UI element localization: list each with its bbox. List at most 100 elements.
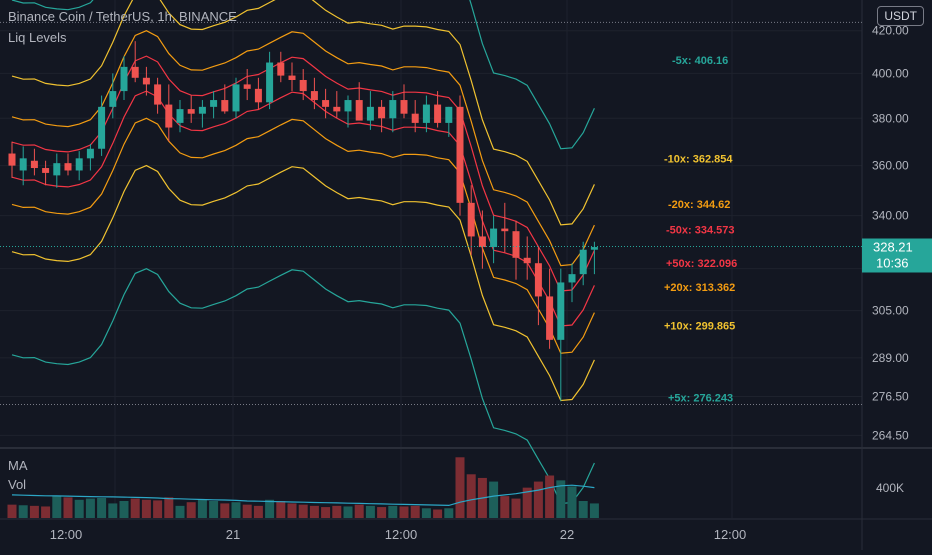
price-tick-label: 380.00 — [872, 111, 909, 125]
volume-bar — [197, 499, 207, 518]
volume-bar — [589, 503, 599, 518]
candle-body[interactable] — [366, 106, 374, 121]
candle-body[interactable] — [557, 282, 565, 340]
candle-body[interactable] — [154, 84, 162, 105]
last-price-value: 328.21 — [873, 239, 913, 254]
candle-body[interactable] — [198, 106, 206, 114]
price-tick-label: 420.00 — [872, 24, 909, 38]
price-tick-label: 400.00 — [872, 66, 909, 80]
candle-body[interactable] — [8, 153, 16, 166]
volume-bar — [18, 505, 28, 518]
candle-body[interactable] — [109, 91, 117, 107]
price-tick-label: 340.00 — [872, 209, 909, 223]
candle-body[interactable] — [288, 75, 296, 80]
liq-level-label: -50x: 334.573 — [666, 225, 735, 237]
candle-body[interactable] — [232, 84, 240, 112]
candle-body[interactable] — [344, 100, 352, 112]
candle-body[interactable] — [98, 106, 106, 149]
volume-bar — [164, 497, 174, 518]
candle-body[interactable] — [579, 249, 587, 275]
candle-body[interactable] — [42, 168, 50, 173]
candle-body[interactable] — [120, 66, 128, 92]
candle-body[interactable] — [434, 104, 442, 123]
candle-body[interactable] — [355, 100, 363, 121]
volume-bar — [309, 505, 319, 518]
candle-body[interactable] — [266, 62, 274, 103]
price-tick-label: 276.50 — [872, 390, 909, 404]
volume-bar — [265, 499, 275, 518]
candle-body[interactable] — [19, 158, 27, 171]
volume-bar — [130, 498, 140, 518]
volume-bar — [489, 481, 499, 518]
liq-50x-upper — [11, 55, 595, 292]
volume-bar — [209, 501, 219, 518]
candle-body[interactable] — [75, 158, 83, 171]
volume-bar — [455, 457, 465, 518]
time-tick-label: 21 — [226, 527, 240, 542]
liq-20x-lower — [11, 117, 595, 354]
candle-body[interactable] — [165, 104, 173, 128]
candle-body[interactable] — [30, 160, 38, 169]
candle-body[interactable] — [523, 257, 531, 264]
symbol-title: Binance Coin / TetherUS, 1h, BINANCE — [8, 9, 237, 24]
price-tick-label: 264.50 — [872, 428, 909, 442]
price-tick-label: 289.00 — [872, 351, 909, 365]
candle-body[interactable] — [299, 79, 307, 92]
vol-label[interactable]: Vol — [8, 477, 27, 492]
ma-label[interactable]: MA — [8, 458, 28, 473]
time-tick-label: 12:00 — [50, 527, 83, 542]
volume-bar — [365, 505, 375, 518]
candle-body[interactable] — [534, 263, 542, 297]
candle-body[interactable] — [277, 62, 285, 76]
candle-body[interactable] — [176, 109, 184, 123]
price-tick-label: 305.00 — [872, 304, 909, 318]
volume-bar — [253, 505, 263, 518]
candle-body[interactable] — [590, 247, 598, 250]
candle-body[interactable] — [254, 88, 262, 103]
candle-body[interactable] — [490, 228, 498, 248]
candle-body[interactable] — [86, 148, 94, 159]
indicator-title[interactable]: Liq Levels — [8, 30, 67, 45]
candle-body[interactable] — [187, 109, 195, 114]
candle-body[interactable] — [422, 104, 430, 123]
candle-body[interactable] — [512, 231, 520, 258]
volume-bar — [377, 507, 387, 518]
volume-bar — [85, 498, 95, 518]
volume-bar — [421, 508, 431, 518]
candle-body[interactable] — [53, 163, 61, 176]
candle-body[interactable] — [333, 106, 341, 112]
candle-body[interactable] — [467, 202, 475, 237]
candle-body[interactable] — [546, 296, 554, 340]
currency-button[interactable]: USDT — [877, 6, 924, 26]
candle-body[interactable] — [400, 100, 408, 114]
candle-body[interactable] — [221, 100, 229, 112]
volume-bar — [388, 505, 398, 518]
liq-level-label: -10x: 362.854 — [664, 154, 733, 166]
candle-body[interactable] — [501, 228, 509, 232]
candle-body[interactable] — [478, 236, 486, 248]
price-tick-label: 360.00 — [872, 159, 909, 173]
candle-body[interactable] — [322, 100, 330, 107]
candle-body[interactable] — [378, 106, 386, 119]
volume-bar — [410, 505, 420, 518]
candle-body[interactable] — [131, 66, 139, 78]
candle-body[interactable] — [445, 106, 453, 123]
candle-body[interactable] — [243, 84, 251, 89]
volume-bar — [175, 505, 185, 518]
candle-body[interactable] — [142, 77, 150, 85]
candle-body[interactable] — [389, 100, 397, 119]
volume-bar — [578, 501, 588, 518]
last-price-tag[interactable] — [862, 238, 932, 273]
candle-body[interactable] — [210, 100, 218, 107]
candle-body[interactable] — [456, 106, 464, 203]
candle-body[interactable] — [568, 274, 576, 283]
volume-ma-line — [11, 484, 595, 507]
volume-bar — [231, 502, 241, 518]
candle-body[interactable] — [310, 91, 318, 101]
volume-bar — [354, 504, 364, 518]
candle-body[interactable] — [64, 163, 72, 171]
volume-bar — [567, 486, 577, 518]
candle-body[interactable] — [411, 113, 419, 123]
